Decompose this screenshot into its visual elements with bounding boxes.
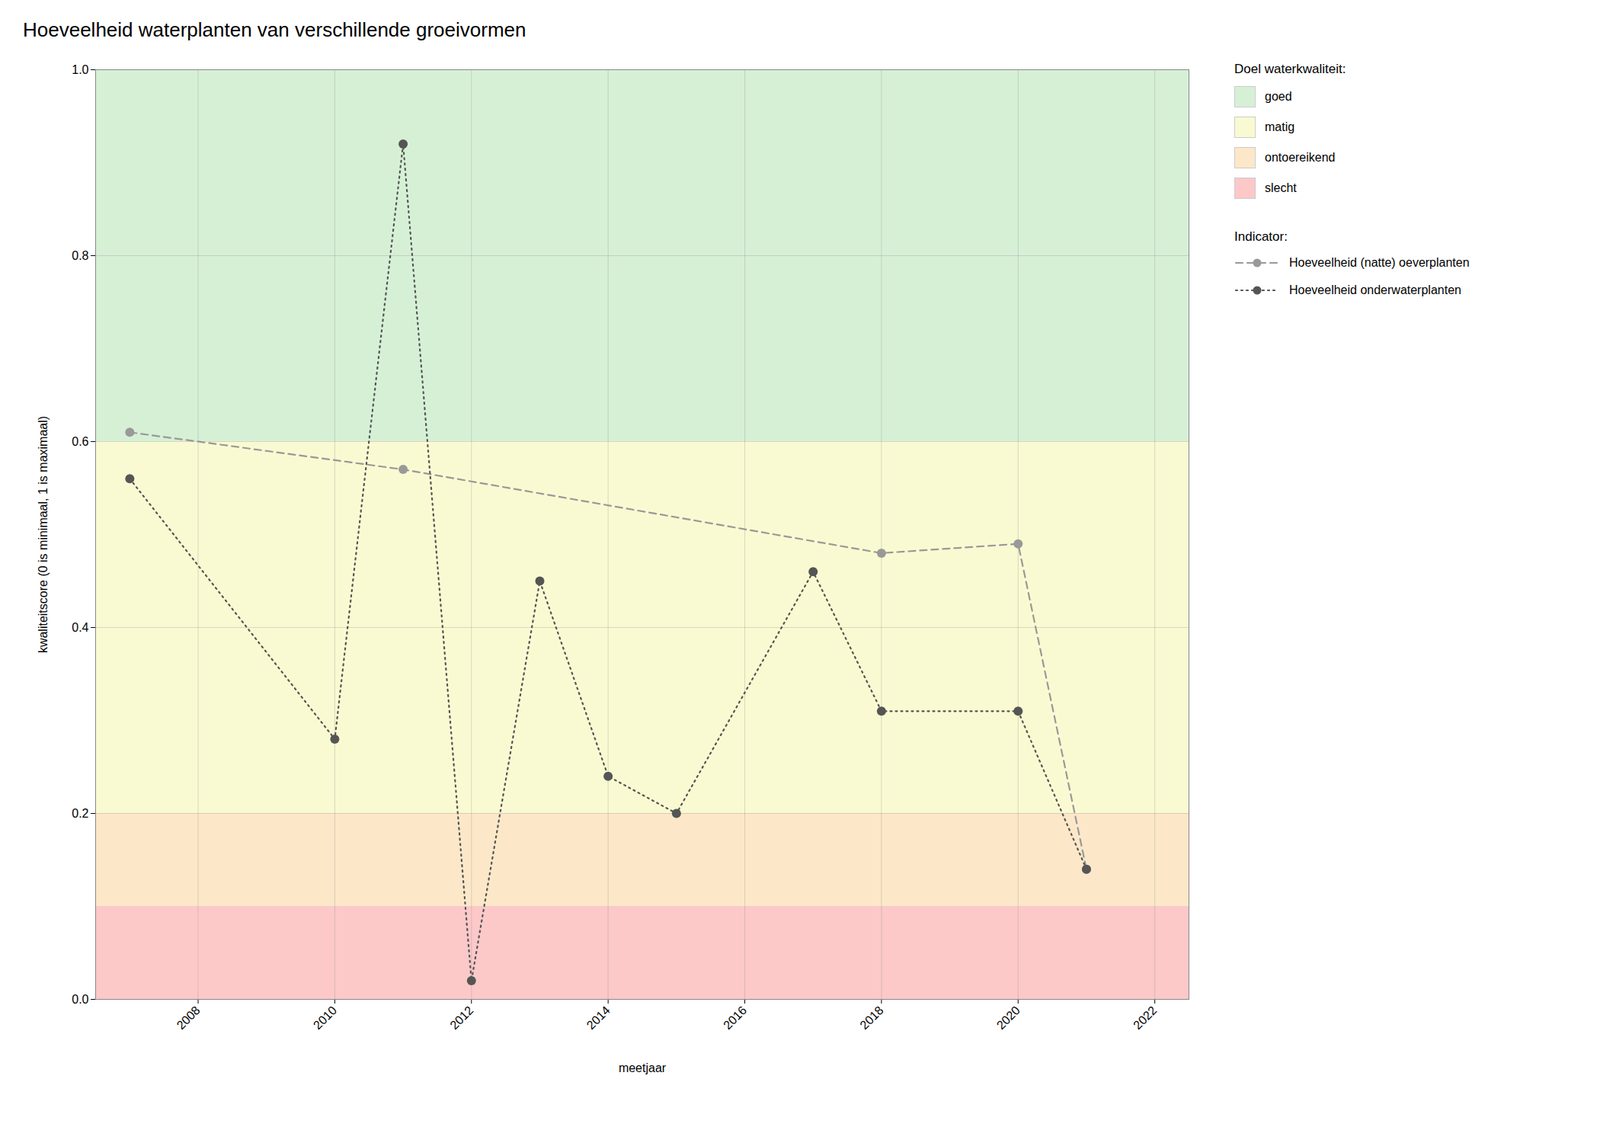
svg-text:meetjaar: meetjaar: [618, 1061, 667, 1075]
svg-text:2010: 2010: [310, 1003, 340, 1032]
html-text:Hoeveelheid onderwaterplanten: Hoeveelheid onderwaterplanten: [1289, 283, 1462, 297]
svg-text:2018: 2018: [857, 1003, 886, 1032]
svg-text:2022: 2022: [1130, 1003, 1159, 1032]
html-text:Hoeveelheid (natte) oeverplant: Hoeveelheid (natte) oeverplanten: [1289, 256, 1470, 269]
svg-text:0.4: 0.4: [71, 620, 89, 634]
svg-text:2014: 2014: [584, 1003, 613, 1032]
html-text:slecht: slecht: [1264, 181, 1297, 195]
svg-text:kwaliteitscore (0 is minimaal,: kwaliteitscore (0 is minimaal, 1 is maxi…: [36, 416, 50, 653]
svg-text:2012: 2012: [447, 1003, 476, 1032]
html-text:ontoereikend: ontoereikend: [1264, 150, 1336, 164]
svg-text:2020: 2020: [994, 1003, 1023, 1032]
html-text:Hoeveelheid waterplanten van v: Hoeveelheid waterplanten van verschillen…: [22, 18, 527, 42]
html-text:Indicator:: Indicator:: [1234, 229, 1288, 244]
svg-text:0.8: 0.8: [71, 249, 89, 263]
svg-text:1.0: 1.0: [71, 63, 89, 77]
svg-text:2016: 2016: [720, 1003, 749, 1032]
svg-text:0.2: 0.2: [71, 806, 89, 820]
html-text:Doel waterkwaliteit:: Doel waterkwaliteit:: [1234, 61, 1346, 77]
html-text:goed: goed: [1264, 89, 1292, 103]
svg-text:0.0: 0.0: [71, 992, 89, 1006]
svg-text:2008: 2008: [174, 1003, 203, 1032]
svg-text:0.6: 0.6: [71, 435, 89, 448]
html-text:matig: matig: [1264, 120, 1295, 134]
